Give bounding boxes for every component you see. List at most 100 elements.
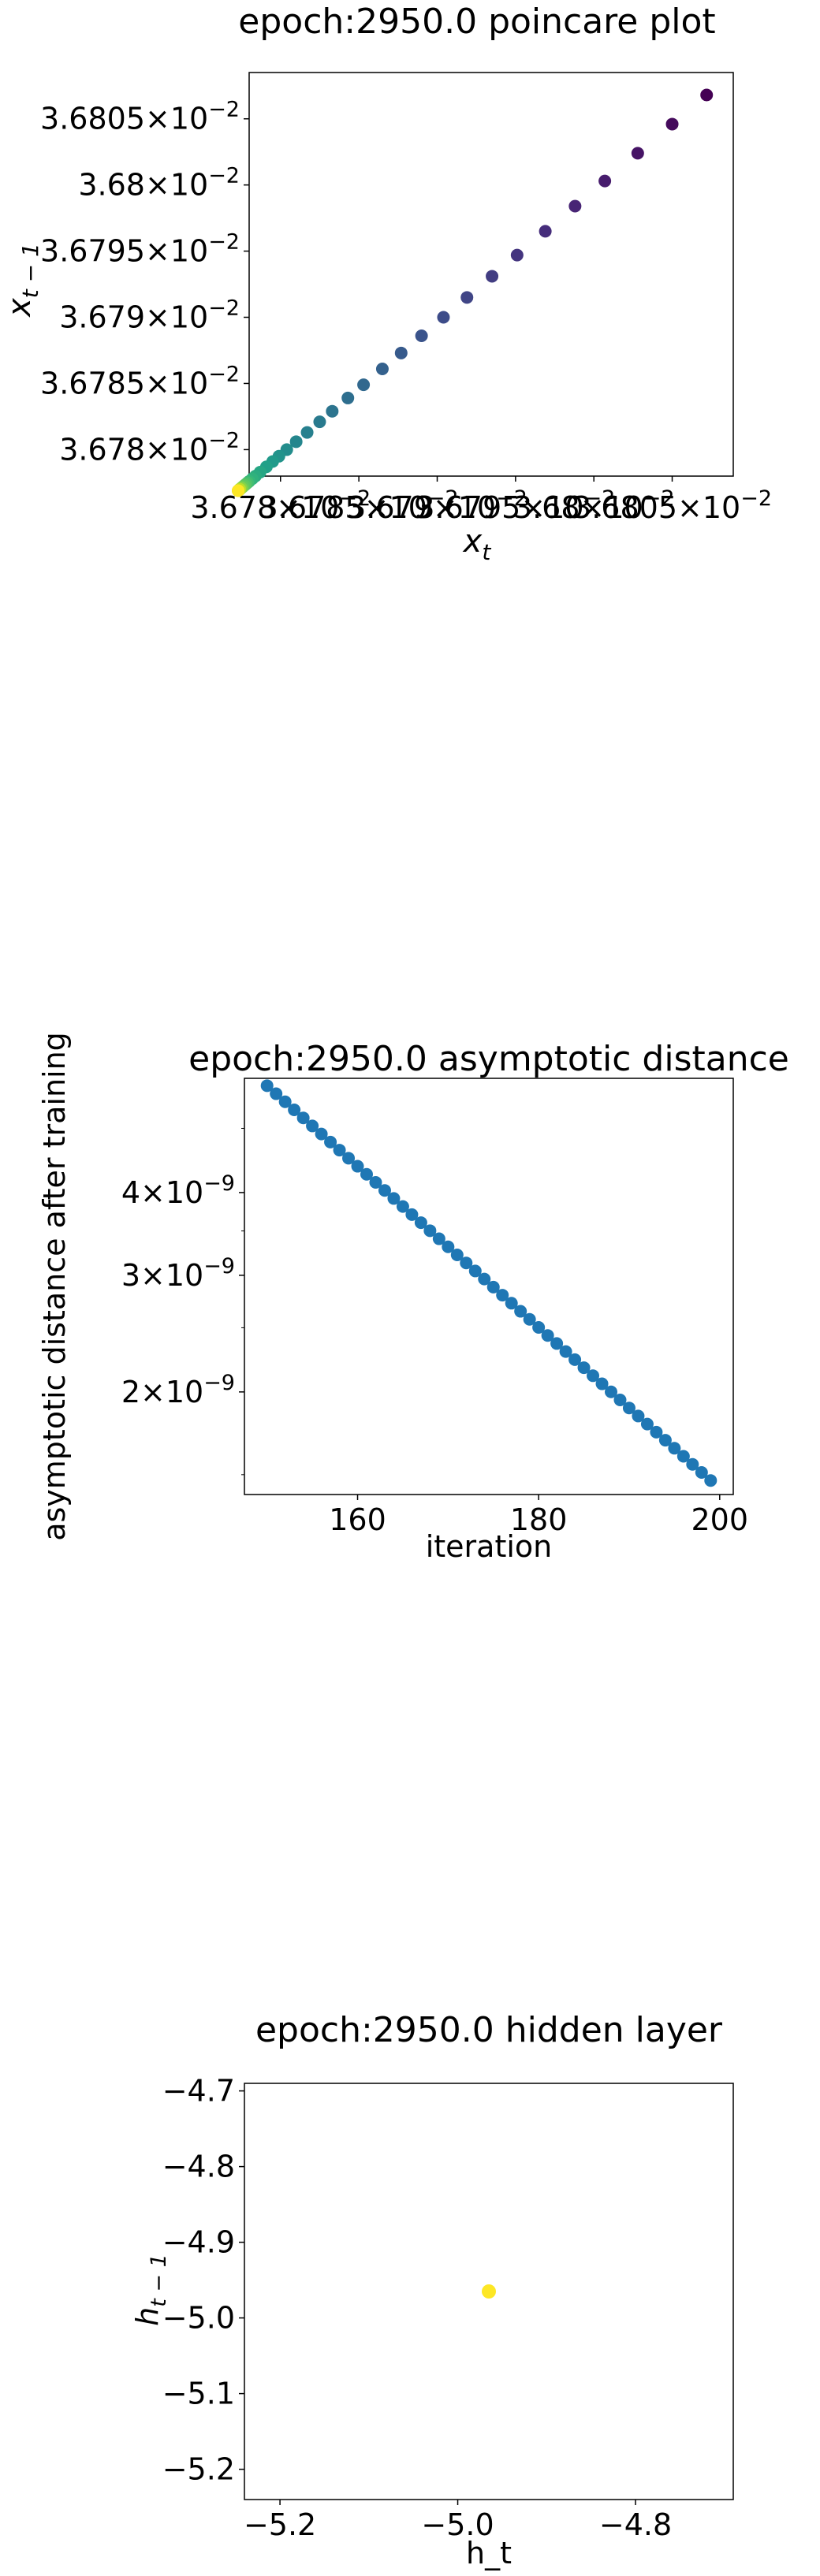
x-tick-label: 3.678×10−2 bbox=[190, 486, 371, 525]
data-point bbox=[496, 1289, 509, 1302]
data-point bbox=[288, 1103, 301, 1116]
data-point bbox=[514, 1305, 527, 1318]
data-point bbox=[510, 248, 524, 262]
data-point bbox=[482, 2284, 496, 2299]
data-point bbox=[300, 426, 314, 439]
data-point bbox=[341, 391, 355, 404]
data-point bbox=[665, 117, 679, 131]
data-point bbox=[289, 435, 303, 449]
data-point bbox=[357, 378, 371, 392]
y-axis-label: asymptotic distance after training bbox=[37, 1032, 72, 1541]
plot-area bbox=[244, 2083, 734, 2500]
data-point bbox=[505, 1297, 518, 1310]
data-point bbox=[650, 1425, 663, 1439]
x-tick-label: 3.679×10−2 bbox=[347, 486, 527, 525]
chart-title: epoch:2950.0 hidden layer bbox=[255, 2010, 723, 2050]
data-point bbox=[296, 1111, 310, 1125]
y-tick-label: 3.6805×10−2 bbox=[40, 98, 240, 136]
data-point bbox=[668, 1442, 681, 1455]
data-point bbox=[278, 1095, 292, 1108]
data-point bbox=[568, 199, 582, 213]
data-point bbox=[351, 1160, 364, 1173]
x-tick-label: −5.2 bbox=[244, 2507, 316, 2542]
y-tick-label: 3.68×10−2 bbox=[78, 164, 240, 203]
data-point bbox=[686, 1457, 699, 1471]
data-point bbox=[442, 1240, 455, 1253]
data-point bbox=[387, 1192, 401, 1205]
data-point bbox=[595, 1377, 609, 1390]
data-point bbox=[460, 1256, 473, 1270]
y-tick-label: 3×10−9 bbox=[121, 1254, 235, 1293]
x-tick-label: 180 bbox=[510, 1502, 568, 1537]
data-point bbox=[486, 1280, 500, 1294]
data-point bbox=[541, 1329, 554, 1342]
data-point bbox=[232, 484, 245, 497]
data-point bbox=[468, 1264, 482, 1278]
data-point bbox=[658, 1434, 672, 1447]
data-point bbox=[632, 1409, 645, 1423]
y-tick-label: −4.9 bbox=[162, 2225, 235, 2260]
x-tick-label: 3.6785×10−2 bbox=[259, 486, 459, 525]
data-point bbox=[676, 1450, 690, 1463]
data-point bbox=[394, 346, 408, 359]
y-tick-label: −4.7 bbox=[162, 2074, 235, 2109]
poincare-plot-chart: epoch:2950.0 poincare plot 3.678×10−23.6… bbox=[2, 2, 772, 565]
x-tick-label: 3.6795×10−2 bbox=[416, 486, 615, 525]
data-point bbox=[396, 1200, 409, 1213]
plot-area bbox=[244, 1078, 734, 1495]
x-axis-label: h_t bbox=[466, 2536, 512, 2570]
plot-area bbox=[248, 72, 734, 477]
data-point bbox=[695, 1465, 708, 1479]
data-point bbox=[587, 1369, 600, 1383]
data-point bbox=[523, 1312, 536, 1326]
data-point bbox=[360, 1167, 373, 1181]
data-point bbox=[306, 1119, 319, 1133]
y-tick-label: 3.679×10−2 bbox=[59, 296, 240, 335]
x-tick-label: −4.8 bbox=[599, 2507, 672, 2542]
data-point bbox=[550, 1337, 564, 1350]
x-tick-label: 3.68×10−2 bbox=[513, 486, 675, 525]
x-axis-label: xt bbox=[462, 523, 492, 565]
data-point bbox=[375, 362, 389, 375]
chart-title: epoch:2950.0 asymptotic distance bbox=[188, 1039, 789, 1079]
x-tick-label: 3.6805×10−2 bbox=[572, 486, 772, 525]
y-tick-label: −5.1 bbox=[162, 2377, 235, 2411]
x-tick-label: 200 bbox=[691, 1502, 749, 1537]
data-point bbox=[342, 1152, 356, 1165]
y-axis-label: xt − 1 bbox=[2, 243, 43, 318]
asymptotic-distance-chart: epoch:2950.0 asymptotic distance 2×10−9 3… bbox=[37, 1032, 789, 1564]
data-point bbox=[598, 174, 612, 188]
data-point bbox=[532, 1320, 546, 1334]
data-point bbox=[631, 147, 644, 160]
data-point bbox=[313, 415, 326, 429]
data-point bbox=[700, 88, 714, 102]
data-point bbox=[539, 225, 552, 238]
data-point bbox=[622, 1402, 636, 1415]
data-point bbox=[486, 270, 499, 283]
data-point bbox=[613, 1393, 627, 1406]
y-tick-label: 3.6795×10−2 bbox=[40, 230, 240, 269]
data-point bbox=[315, 1127, 328, 1141]
data-point bbox=[450, 1248, 464, 1261]
y-tick-label: −4.8 bbox=[162, 2150, 235, 2184]
chart-title: epoch:2950.0 poincare plot bbox=[238, 2, 715, 42]
data-point bbox=[568, 1353, 582, 1366]
data-point bbox=[405, 1208, 419, 1221]
data-point bbox=[414, 1216, 427, 1230]
y-tick-label: 2×10−9 bbox=[121, 1371, 235, 1409]
data-point bbox=[260, 1079, 274, 1093]
data-point bbox=[704, 1474, 718, 1487]
data-point bbox=[324, 1135, 337, 1148]
data-point bbox=[326, 404, 339, 418]
y-tick-label: 4×10−9 bbox=[121, 1171, 235, 1210]
data-point bbox=[270, 1087, 283, 1100]
data-point bbox=[378, 1184, 391, 1197]
data-point bbox=[333, 1144, 346, 1157]
data-point bbox=[369, 1175, 382, 1189]
data-point bbox=[478, 1272, 491, 1286]
data-point bbox=[432, 1232, 445, 1245]
x-tick-label: −5.0 bbox=[421, 2507, 494, 2542]
data-point bbox=[437, 311, 450, 324]
data-point bbox=[415, 329, 428, 343]
